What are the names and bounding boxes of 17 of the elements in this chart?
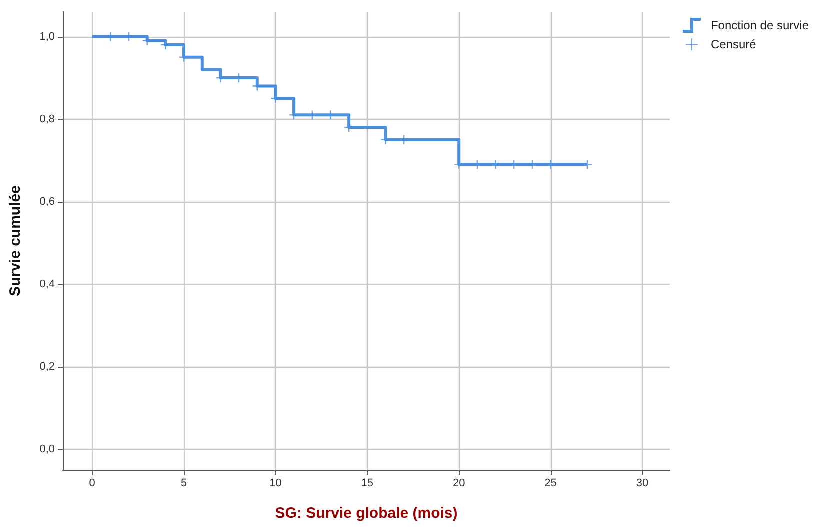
y-tick-label: 0,8 xyxy=(40,113,55,126)
x-tick-label: 20 xyxy=(452,478,466,490)
y-tick-label: 0,2 xyxy=(40,360,55,373)
x-tick-label: 10 xyxy=(270,478,282,490)
x-tick-label: 25 xyxy=(544,478,557,490)
y-tick-label: 0,0 xyxy=(40,443,55,456)
y-tick-label: 0,4 xyxy=(40,278,55,290)
x-tick-label: 15 xyxy=(361,478,374,490)
legend-label: Fonction de survie xyxy=(710,18,810,32)
x-tick-label: 0 xyxy=(89,478,96,490)
y-axis-title: Survie cumulée xyxy=(7,186,24,296)
y-tick-label: 0,6 xyxy=(40,196,55,208)
legend-label: Censuré xyxy=(710,38,757,52)
x-axis-title: SG: Survie globale (mois) xyxy=(275,505,458,522)
y-tick-label: 1,0 xyxy=(40,30,55,43)
x-tick-label: 5 xyxy=(180,478,188,490)
x-tick-label: 30 xyxy=(636,478,649,490)
